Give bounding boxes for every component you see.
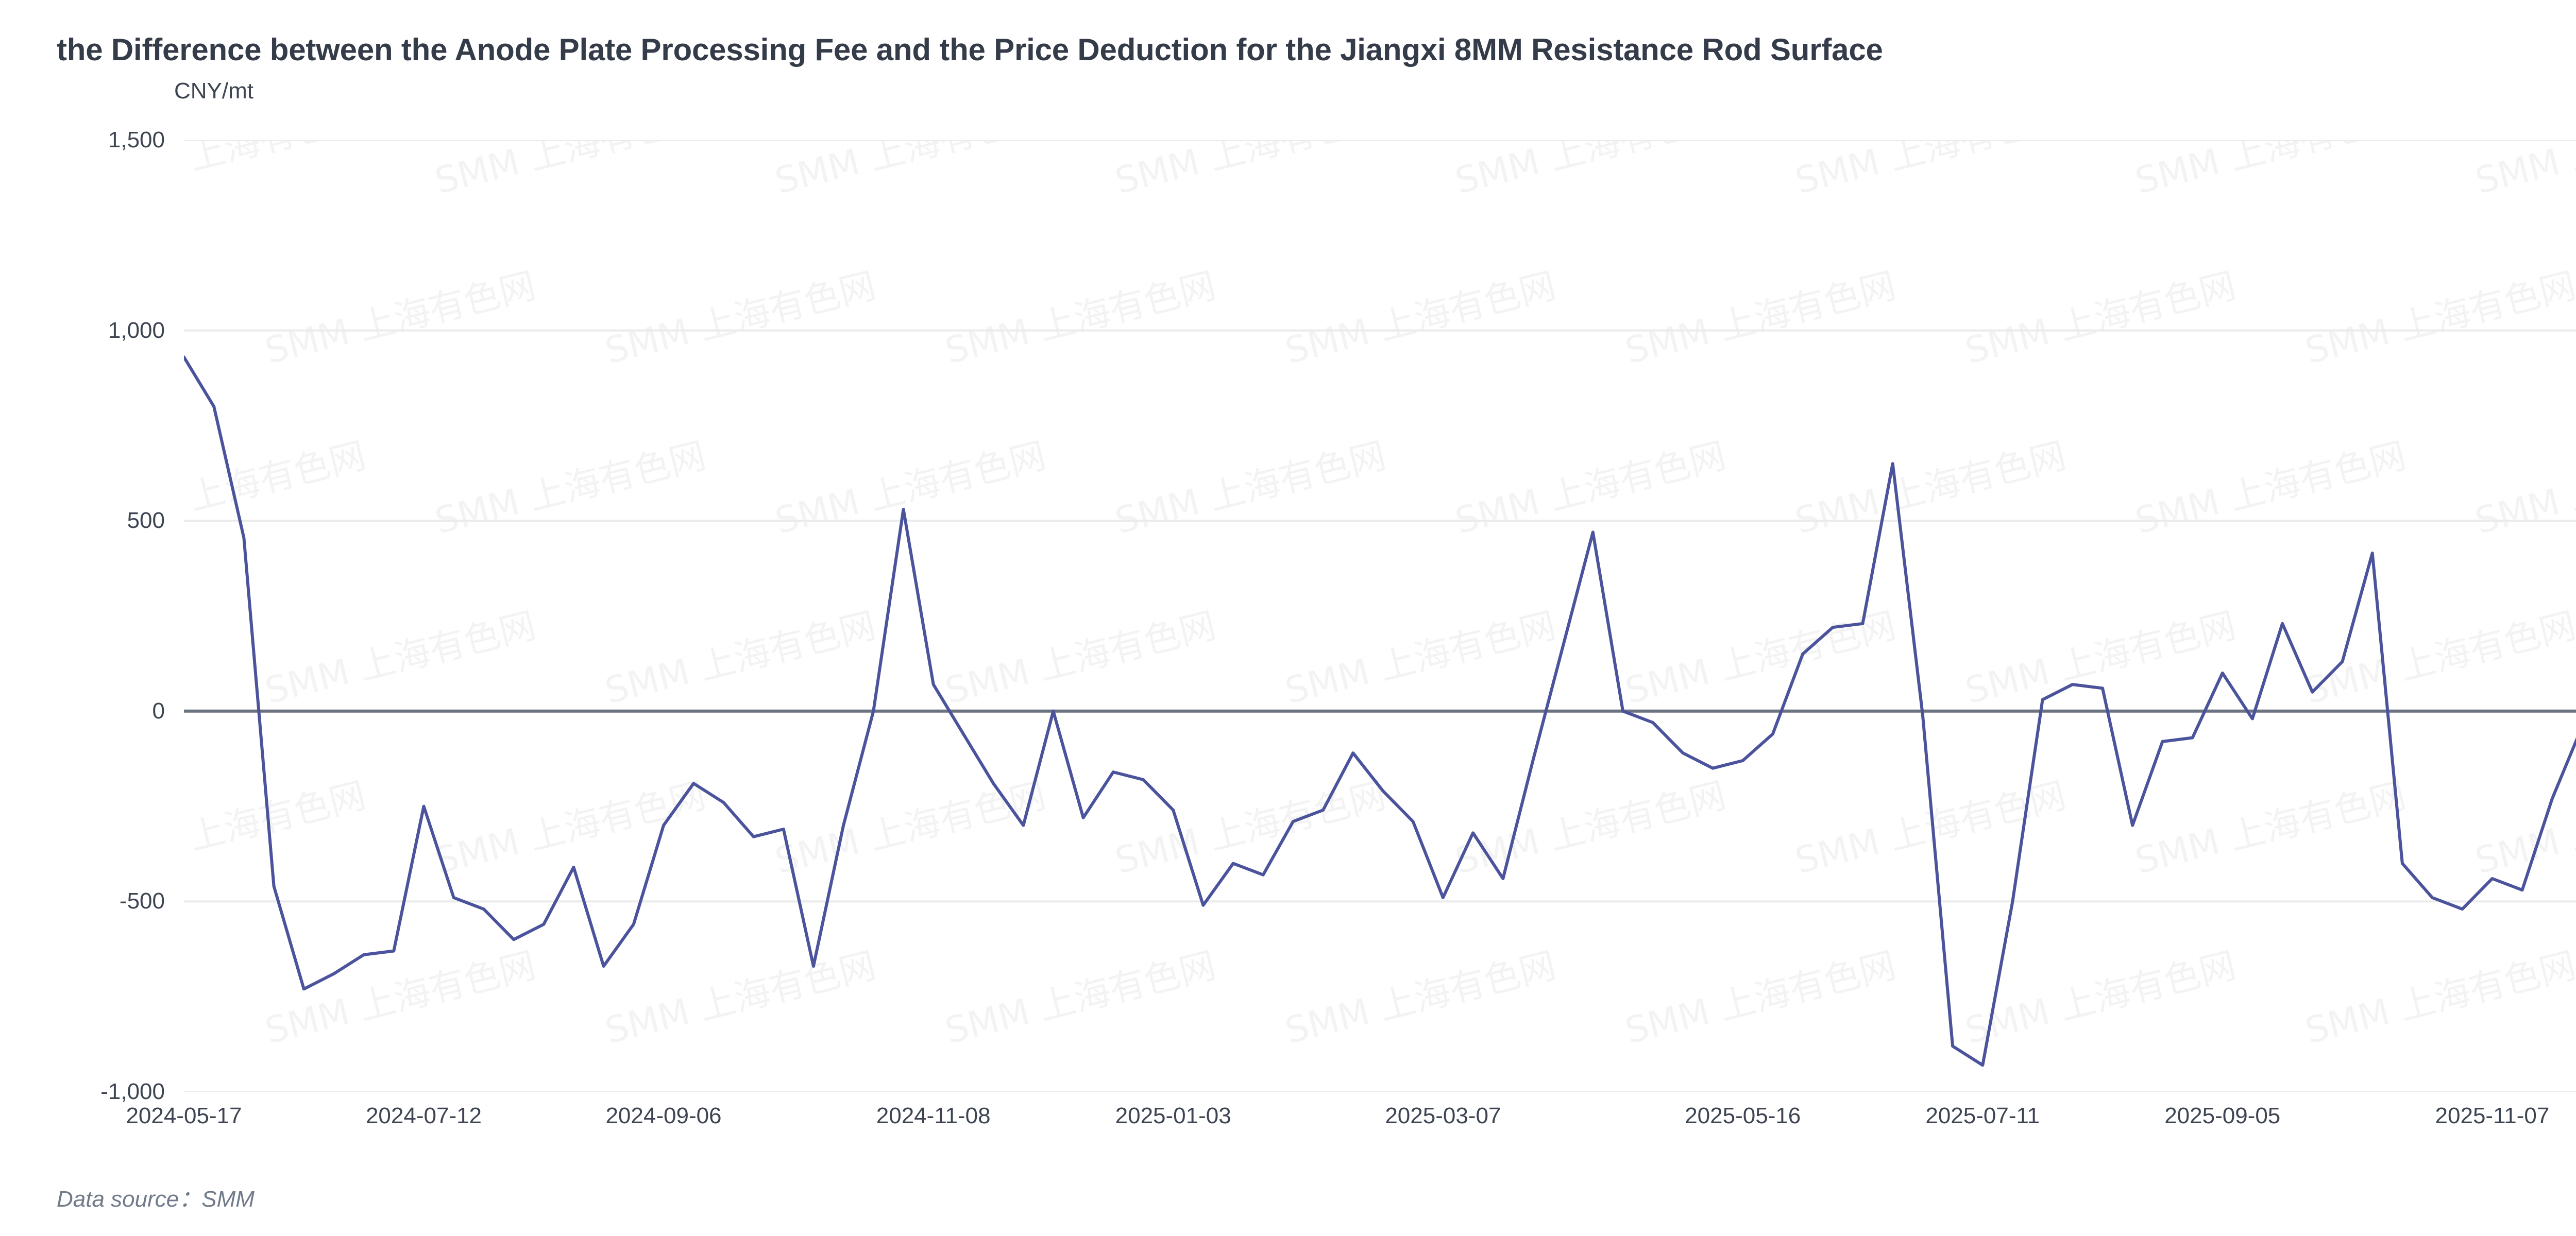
- x-axis: 2024-05-17 2024-07-12 2024-09-06 2024-11-08…: [126, 1103, 2576, 1139]
- gridlines: [184, 140, 2576, 1092]
- page-title: the Difference between the Anode Plate P…: [57, 32, 1883, 67]
- x-axis-tick-label: 2024-11-08: [876, 1103, 991, 1128]
- plot-area: [184, 140, 2576, 1092]
- y-axis-tick-label: 1,500: [108, 127, 165, 152]
- y-axis-tick-label: 0: [152, 698, 165, 724]
- y-axis-tick-label: -1,000: [100, 1079, 165, 1104]
- data-source-note: Data source：SMM: [57, 1187, 255, 1212]
- x-axis-tick-label: 2024-07-12: [365, 1103, 482, 1128]
- y-axis-tick-label: -500: [119, 888, 165, 914]
- y-axis-tick-label: 1,000: [108, 317, 165, 343]
- y-axis: 1,500 1,000 500 0 -500 -1,000: [21, 127, 165, 1104]
- x-axis-tick-label: 2024-05-17: [126, 1103, 242, 1128]
- x-axis-tick-label: 2025-11-07: [2435, 1103, 2550, 1128]
- line-chart-svg: [184, 140, 2576, 1092]
- y-axis-tick-label: 500: [127, 508, 165, 534]
- x-axis-tick-label: 2024-09-06: [605, 1103, 722, 1128]
- x-axis-tick-label: 2025-03-07: [1385, 1103, 1501, 1128]
- x-axis-tick-label: 2025-09-05: [2164, 1103, 2281, 1128]
- data-series-line[interactable]: [184, 178, 2576, 1067]
- x-axis-tick-label: 2025-01-03: [1115, 1103, 1231, 1128]
- y-axis-unit-label: CNY/mt: [174, 78, 253, 104]
- x-axis-tick-label: 2025-05-16: [1685, 1103, 1801, 1128]
- x-axis-tick-label: 2025-07-11: [1925, 1103, 2040, 1128]
